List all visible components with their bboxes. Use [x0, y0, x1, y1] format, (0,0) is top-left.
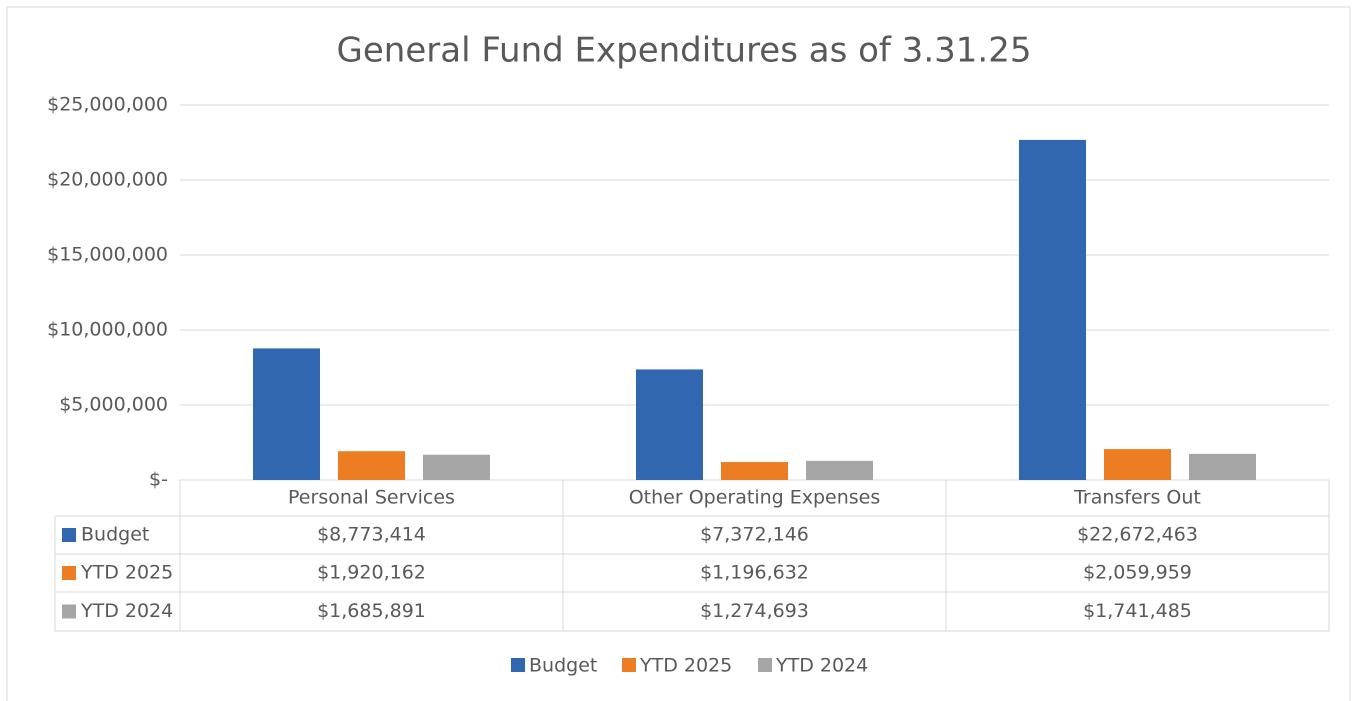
bar: [1189, 453, 1256, 480]
legend-label: YTD 2025: [639, 655, 732, 677]
table-legend-key: [62, 566, 76, 580]
y-tick-label: $10,000,000: [47, 319, 168, 341]
y-tick-label: $20,000,000: [47, 169, 168, 191]
chart-border: [6, 6, 1351, 701]
table-cell: $1,196,632: [700, 562, 809, 584]
table-row-label: Budget: [81, 524, 149, 546]
table-row-label: YTD 2025: [80, 562, 173, 584]
table-legend-key: [62, 528, 76, 542]
bar: [338, 451, 405, 480]
table-cell: $8,773,414: [317, 524, 426, 546]
bar: [253, 348, 320, 480]
table-cell: $7,372,146: [700, 524, 809, 546]
table-cell: $22,672,463: [1077, 524, 1198, 546]
y-tick-label: $15,000,000: [47, 244, 168, 266]
legend-label: YTD 2024: [775, 655, 868, 677]
bar: [423, 454, 490, 480]
table-row-label: YTD 2024: [80, 600, 173, 622]
y-tick-label: $5,000,000: [59, 394, 168, 416]
table-cell: $1,920,162: [317, 562, 426, 584]
table-cell: $1,741,485: [1083, 600, 1192, 622]
table-legend-key: [62, 604, 76, 619]
table-cell: $1,685,891: [317, 600, 426, 622]
legend-label: Budget: [529, 655, 597, 677]
x-tick-label: Other Operating Expenses: [629, 487, 881, 509]
x-tick-label: Transfers Out: [1073, 487, 1201, 509]
bar: [1019, 139, 1086, 480]
legend-key: [511, 658, 525, 672]
chart-title: General Fund Expenditures as of 3.31.25: [337, 31, 1032, 71]
y-tick-label: $25,000,000: [47, 94, 168, 116]
bar: [636, 369, 703, 480]
table-cell: $1,274,693: [700, 600, 809, 622]
x-tick-label: Personal Services: [288, 487, 455, 509]
legend-key: [758, 658, 772, 672]
table-cell: $2,059,959: [1083, 562, 1192, 584]
y-tick-label: $-: [149, 469, 168, 491]
bar: [721, 462, 788, 480]
bar: [1104, 449, 1171, 480]
legend-key: [622, 658, 636, 672]
bar: [806, 460, 873, 480]
